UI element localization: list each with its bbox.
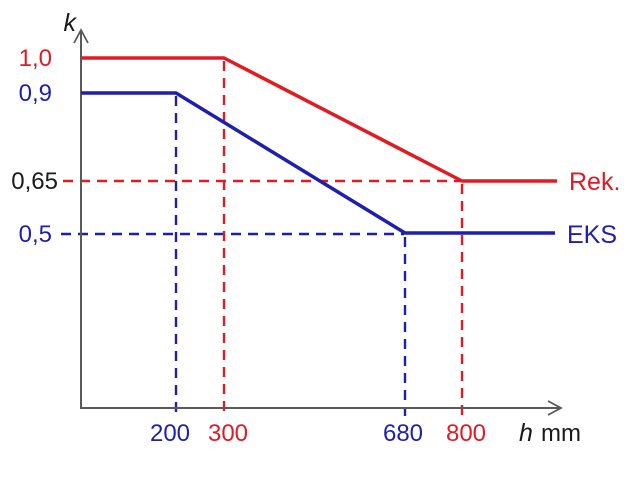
eks-series-label: EKS — [567, 221, 617, 249]
rek-series-line — [81, 56, 557, 183]
y-tick-0-5: 0,5 — [19, 221, 52, 248]
eks-series-line — [81, 91, 555, 235]
y-tick-0-65: 0,65 — [11, 168, 58, 195]
y-tick-0-9: 0,9 — [19, 80, 52, 107]
x-tick-800: 800 — [446, 420, 486, 447]
rek-series-label: Rek. — [569, 168, 620, 196]
x-tick-200: 200 — [150, 420, 190, 447]
x-tick-300: 300 — [208, 420, 248, 447]
x-tick-680: 680 — [383, 420, 423, 447]
x-axis-arrowhead-icon — [547, 400, 563, 416]
x-axis-label-unit: mm — [541, 420, 581, 447]
x-axis-label-symbol: h — [519, 419, 533, 447]
y-tick-1-0: 1,0 — [19, 45, 52, 72]
y-axis-arrowhead-icon — [73, 28, 89, 44]
y-axis-label: k — [64, 9, 78, 37]
